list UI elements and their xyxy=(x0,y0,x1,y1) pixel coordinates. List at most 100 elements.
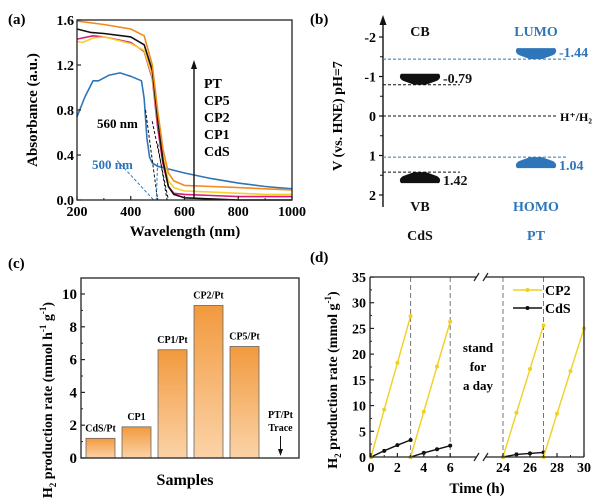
y-tick-label-b: -2 xyxy=(364,31,376,46)
legend-label-cds: CdS xyxy=(545,302,571,317)
legend-item-cp1: CP1 xyxy=(204,128,230,143)
material-label-pt: PT xyxy=(527,229,546,244)
trace-annotation: Trace xyxy=(268,423,293,434)
data-point-cp2 xyxy=(541,323,546,328)
bar-label-cp5-pt: CP5/Pt xyxy=(229,331,260,342)
vb-band-cds xyxy=(399,172,441,184)
x-tick-label-a: 200 xyxy=(67,205,88,220)
cb-band-cds xyxy=(399,73,441,85)
y-axis-label-d: H2 production rate (mmol g-1) xyxy=(323,291,343,469)
legend-marker-cp2 xyxy=(525,288,530,292)
legend-a: PT CP5 CP2 CP1 CdS xyxy=(204,77,230,160)
y-tick-label-d: 30 xyxy=(352,297,366,312)
data-point-cp2 xyxy=(528,367,532,372)
x-tick-label-a: 800 xyxy=(228,205,249,220)
plot-area-d xyxy=(369,277,586,459)
data-point-cds xyxy=(408,438,413,443)
data-point-cds xyxy=(448,443,453,448)
bar-label-pt-pt: PT/Pt xyxy=(268,410,294,421)
series-line-pt xyxy=(76,20,293,191)
panel-label-b: (b) xyxy=(310,12,328,28)
legend-item-cp5: CP5 xyxy=(204,94,230,109)
annotation-560nm: 560 nm xyxy=(97,116,138,131)
x-axis-label-d: Time (h) xyxy=(449,481,504,497)
data-point-cp2 xyxy=(435,364,439,369)
legend-label-cp2: CP2 xyxy=(545,284,571,299)
x-tick-label-a: 600 xyxy=(174,205,195,220)
y-axis-label-c: H2 production rate (mmol h-1 g-1) xyxy=(38,302,58,499)
bottom-label-cds: VB xyxy=(410,200,429,215)
y-tick-label-a: 0.4 xyxy=(57,149,75,164)
tangent-line-2 xyxy=(157,143,168,201)
cb-value-pt: -1.44 xyxy=(559,46,588,61)
x-tick-label-d: 2 xyxy=(394,461,401,476)
data-point-cp2 xyxy=(395,360,400,365)
series-line-cds-cycle-1 xyxy=(370,439,411,458)
x-tick-label-d: 30 xyxy=(577,461,591,476)
y-tick-label-d: 35 xyxy=(352,271,366,286)
data-point-cds xyxy=(514,452,519,457)
data-point-cp2 xyxy=(421,409,426,414)
axis-break-icon xyxy=(473,272,480,282)
y-tick-label-d: 15 xyxy=(352,374,366,389)
series-line-cds xyxy=(76,72,293,190)
panel-b: (b) -2 -1 0 1 2 V (vs. HNE) pH=7 -0.79 1.42 CB… xyxy=(310,12,592,244)
cb-value-cds: -0.79 xyxy=(443,72,472,87)
legend-item-cp2: CP2 xyxy=(204,111,230,126)
top-label-cds: CB xyxy=(410,25,429,40)
trace-arrow-icon xyxy=(278,449,283,456)
y-tick-label-c: 10 xyxy=(62,287,77,303)
bar-cds-pt xyxy=(85,437,116,459)
bottom-label-pt: HOMO xyxy=(513,200,559,215)
panel-label-d: (d) xyxy=(310,250,328,266)
stand-for-a-day-annotation: stand for a day xyxy=(463,340,494,393)
legend-d: CP2 CdS xyxy=(513,284,571,317)
frame-d xyxy=(369,272,585,462)
band-diagram: -0.79 1.42 CB VB CdS -1.44 1.04 LUMO HOMO PT xyxy=(383,25,588,244)
y-axis-label-a: Absorbance (a.u.) xyxy=(25,53,41,167)
data-point-cds xyxy=(421,450,426,455)
axis-break-icon xyxy=(473,452,480,462)
series-line-cp2-cycle-1 xyxy=(370,315,412,458)
axis-break-icon xyxy=(482,272,489,282)
series-line-cp2 xyxy=(76,28,292,201)
y-tick-label-b: 0 xyxy=(369,110,376,125)
increase-arrow-head-icon xyxy=(191,60,197,69)
bar-cp1-pt xyxy=(157,349,188,459)
y-tick-label-c: 4 xyxy=(70,385,78,401)
bar-label-cds-pt: CdS/Pt xyxy=(85,423,116,434)
plot-area-a xyxy=(76,20,293,201)
tangent-line-0 xyxy=(145,109,159,201)
y-tick-label-d: 20 xyxy=(352,348,366,363)
data-point-cp2 xyxy=(448,319,453,324)
axis-ticks-b: -2 -1 0 1 2 xyxy=(364,31,383,204)
y-axis-arrow-icon xyxy=(379,15,387,25)
y-tick-label-d: 25 xyxy=(352,322,366,337)
y-tick-label-c: 0 xyxy=(70,451,78,467)
series-line-cds-cycle-3 xyxy=(502,451,544,458)
bar-cp1 xyxy=(121,426,152,459)
annotation-line: for xyxy=(470,359,487,374)
y-axis-label-b: V (vs. HNE) pH=7 xyxy=(331,61,346,171)
bar-cp5-pt xyxy=(229,346,260,459)
series-line-cp2-cycle-3 xyxy=(502,325,545,458)
material-label-cds: CdS xyxy=(407,229,433,244)
bar-label-cp2-pt: CP2/Pt xyxy=(193,290,224,301)
annotation-line: a day xyxy=(463,378,493,393)
bar-label-cp1: CP1 xyxy=(127,412,145,423)
data-point-cp2 xyxy=(408,314,413,319)
data-point-cp2 xyxy=(514,410,519,415)
tangent-line-3 xyxy=(116,160,154,201)
top-label-pt: LUMO xyxy=(514,25,558,40)
legend-item-pt: PT xyxy=(204,77,223,92)
vb-value-pt: 1.04 xyxy=(559,159,584,174)
y-tick-label-a: 0.8 xyxy=(57,104,75,119)
vb-value-cds: 1.42 xyxy=(443,174,468,189)
panel-a: (a) 200 400 600 800 1000 0.0 0.4 0.8 1.2 1.6 Wave… xyxy=(8,12,306,240)
bars-c: CdS/Pt CP1 CP1/Pt CP2/Pt CP5/Pt PT/Pt Trace xyxy=(85,290,294,459)
axis-ticks-c: 0 2 4 6 8 10 xyxy=(62,287,85,467)
reference-label-h2: H⁺/H₂ xyxy=(560,110,592,124)
